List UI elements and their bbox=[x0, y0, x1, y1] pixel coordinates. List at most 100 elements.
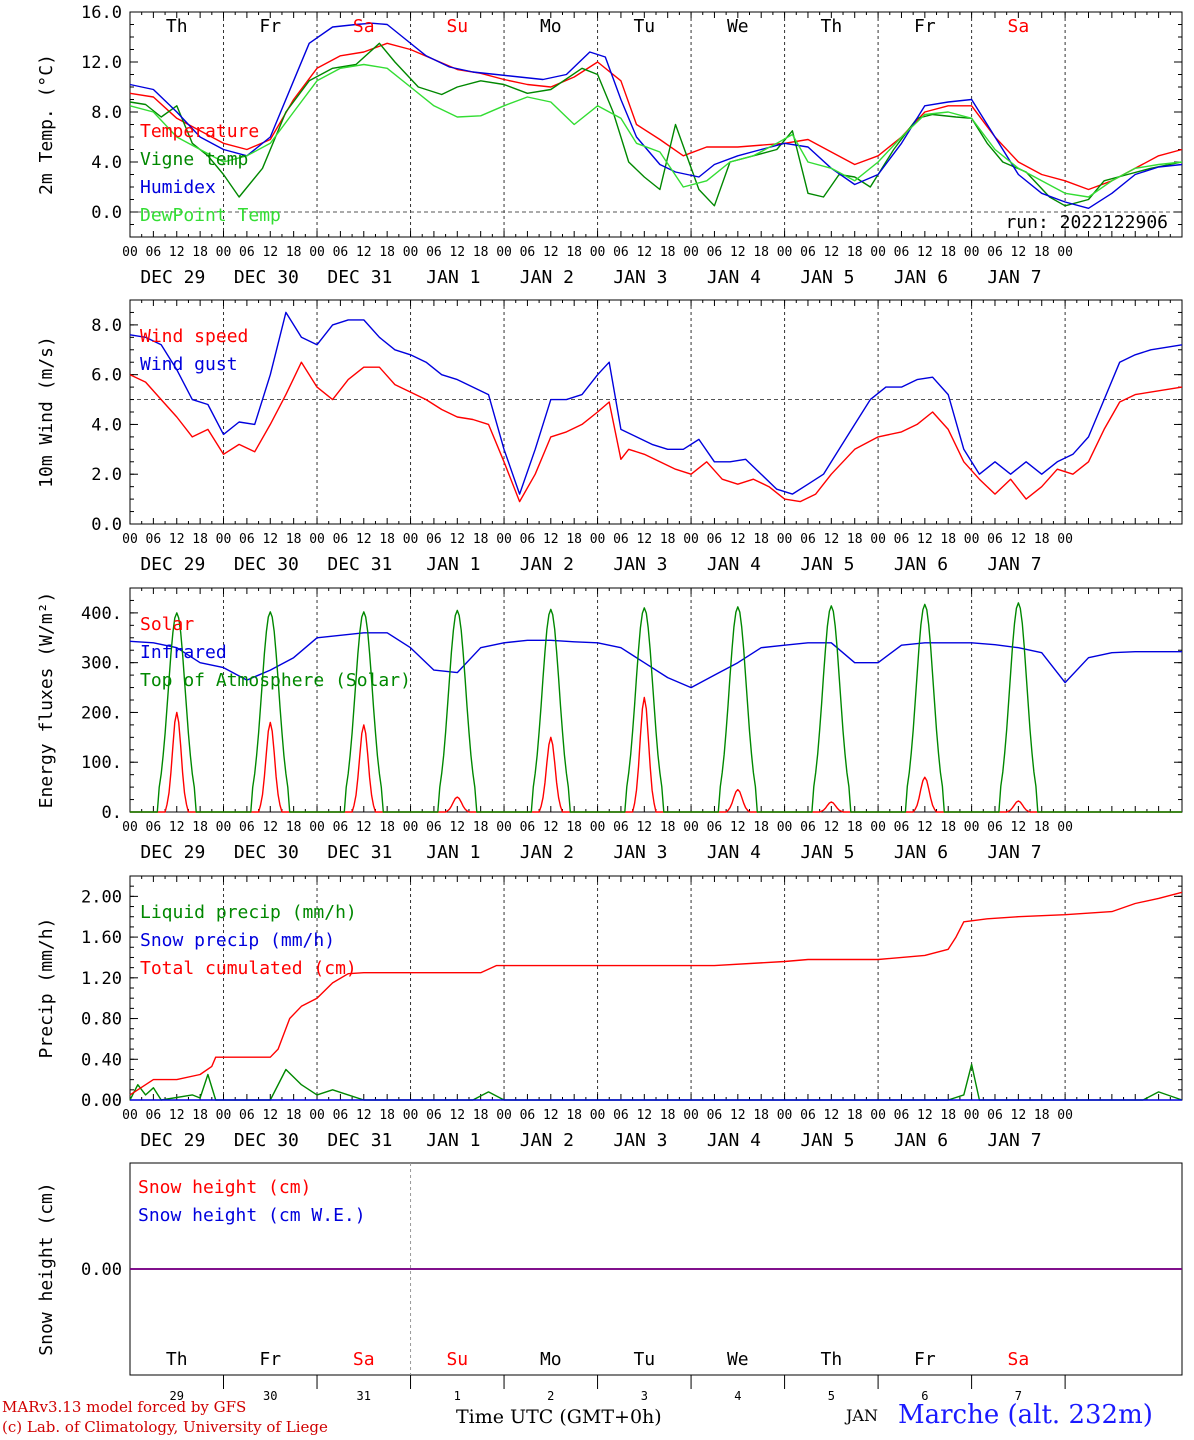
hour-tick-label: 18 bbox=[753, 1108, 769, 1123]
hour-tick-label: 18 bbox=[660, 820, 676, 835]
hour-tick-label: 00 bbox=[683, 1108, 699, 1123]
model-credit: MARv3.13 model forced by GFS bbox=[2, 1398, 247, 1416]
hour-tick-label: 00 bbox=[777, 245, 793, 260]
y-tick-label: 300. bbox=[81, 654, 122, 674]
hour-tick-label: 00 bbox=[1057, 1108, 1073, 1123]
hour-tick-label: 12 bbox=[730, 1108, 746, 1123]
hour-tick-label: 12 bbox=[917, 820, 933, 835]
weekday-label: Th bbox=[820, 16, 842, 37]
hour-tick-label: 12 bbox=[356, 532, 372, 547]
legend-entry: Wind speed bbox=[140, 326, 248, 347]
hour-tick-label: 18 bbox=[379, 532, 395, 547]
hour-tick-label: 00 bbox=[122, 820, 138, 835]
legend-entry: DewPoint Temp bbox=[140, 205, 281, 226]
series-line bbox=[130, 602, 1182, 813]
series-line bbox=[129, 63, 1183, 198]
date-label: JAN 5 bbox=[800, 842, 854, 863]
hour-tick-label: 18 bbox=[566, 820, 582, 835]
hour-tick-label: 18 bbox=[847, 245, 863, 260]
y-tick-label: 400. bbox=[81, 604, 122, 624]
date-label: JAN 7 bbox=[987, 1130, 1041, 1151]
hour-tick-label: 18 bbox=[286, 1108, 302, 1123]
hour-tick-label: 18 bbox=[566, 532, 582, 547]
hour-tick-label: 00 bbox=[777, 532, 793, 547]
hour-tick-label: 18 bbox=[1034, 820, 1050, 835]
hour-tick-label: 12 bbox=[636, 1108, 652, 1123]
hour-tick-label: 18 bbox=[753, 532, 769, 547]
legend-entry: Snow height (cm) bbox=[138, 1177, 311, 1198]
hour-tick-label: 00 bbox=[403, 245, 419, 260]
hour-tick-label: 00 bbox=[122, 245, 138, 260]
hour-tick-label: 12 bbox=[1011, 820, 1027, 835]
hour-tick-label: 00 bbox=[216, 1108, 232, 1123]
hour-tick-label: 00 bbox=[964, 820, 980, 835]
hour-tick-label: 00 bbox=[403, 820, 419, 835]
run-label: run: 2022122906 bbox=[1005, 212, 1168, 233]
hour-tick-label: 12 bbox=[169, 532, 185, 547]
hour-tick-label: 06 bbox=[239, 245, 255, 260]
hour-tick-label: 06 bbox=[613, 532, 629, 547]
hour-tick-label: 06 bbox=[426, 1108, 442, 1123]
y-tick-label: 8.0 bbox=[91, 103, 122, 123]
hour-tick-label: 00 bbox=[122, 532, 138, 547]
hour-tick-label: 00 bbox=[777, 820, 793, 835]
hour-tick-label: 06 bbox=[520, 532, 536, 547]
hour-tick-label: 06 bbox=[894, 820, 910, 835]
legend-entry: Total cumulated (cm) bbox=[140, 958, 357, 979]
hour-tick-label: 18 bbox=[379, 245, 395, 260]
y-tick-label: 2.0 bbox=[91, 465, 122, 485]
date-label: JAN 7 bbox=[987, 842, 1041, 863]
hour-tick-label: 06 bbox=[333, 1108, 349, 1123]
hour-tick-label: 12 bbox=[449, 245, 465, 260]
hour-tick-label: 12 bbox=[169, 245, 185, 260]
date-label: JAN 3 bbox=[613, 267, 667, 288]
hour-tick-label: 18 bbox=[1034, 1108, 1050, 1123]
hour-tick-label: 06 bbox=[987, 820, 1003, 835]
legend-entry: Temperature bbox=[140, 121, 259, 142]
hour-tick-label: 06 bbox=[146, 532, 162, 547]
hour-tick-label: 12 bbox=[824, 820, 840, 835]
hour-tick-label: 18 bbox=[753, 820, 769, 835]
hour-tick-label: 12 bbox=[824, 1108, 840, 1123]
hour-tick-label: 06 bbox=[987, 532, 1003, 547]
y-tick-label: 0.0 bbox=[91, 515, 122, 535]
hour-tick-label: 12 bbox=[917, 245, 933, 260]
date-label: JAN 4 bbox=[707, 267, 761, 288]
hour-tick-label: 18 bbox=[473, 820, 489, 835]
hour-tick-label: 06 bbox=[333, 820, 349, 835]
y-tick-label: 0.0 bbox=[91, 203, 122, 223]
day-number-label: 6 bbox=[921, 1389, 928, 1403]
hour-tick-label: 00 bbox=[870, 245, 886, 260]
date-label: JAN 2 bbox=[520, 1130, 574, 1151]
date-label: DEC 30 bbox=[234, 554, 299, 575]
hour-tick-label: 00 bbox=[309, 245, 325, 260]
day-number-label: 5 bbox=[828, 1389, 835, 1403]
series-line bbox=[129, 891, 1183, 1096]
date-label: DEC 31 bbox=[327, 842, 392, 863]
y-tick-label: 200. bbox=[81, 703, 122, 723]
hour-tick-label: 12 bbox=[1011, 245, 1027, 260]
y-axis-label: 10m Wind (m/s) bbox=[36, 336, 57, 488]
weekday-label: We bbox=[727, 1349, 749, 1370]
hour-tick-label: 12 bbox=[356, 1108, 372, 1123]
date-label: JAN 6 bbox=[894, 1130, 948, 1151]
hour-tick-label: 18 bbox=[566, 1108, 582, 1123]
time-axis-title: Time UTC (GMT+0h) bbox=[456, 1406, 662, 1428]
hour-tick-label: 06 bbox=[800, 245, 816, 260]
hour-tick-label: 12 bbox=[917, 1108, 933, 1123]
day-number-label: 2 bbox=[547, 1389, 554, 1403]
hour-tick-label: 12 bbox=[356, 820, 372, 835]
hour-tick-label: 12 bbox=[543, 1108, 559, 1123]
hour-tick-label: 00 bbox=[122, 1108, 138, 1123]
station-label: Marche (alt. 232m) bbox=[898, 1400, 1153, 1430]
hour-tick-label: 12 bbox=[169, 1108, 185, 1123]
date-label: JAN 2 bbox=[520, 554, 574, 575]
y-axis-label: Precip (mm/h) bbox=[36, 918, 57, 1059]
date-label: JAN 6 bbox=[894, 554, 948, 575]
date-label: JAN 5 bbox=[800, 1130, 854, 1151]
hour-tick-label: 18 bbox=[1034, 245, 1050, 260]
plot-frame bbox=[129, 299, 1183, 525]
date-label: JAN 5 bbox=[800, 267, 854, 288]
weekday-label: Fr bbox=[914, 16, 936, 37]
hour-tick-label: 12 bbox=[917, 532, 933, 547]
